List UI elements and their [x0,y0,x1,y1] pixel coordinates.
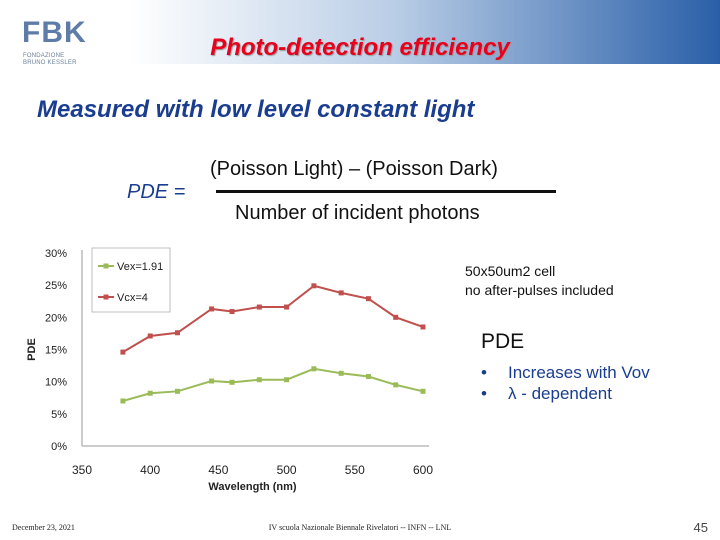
header-banner [0,0,720,64]
x-tick-label: 400 [140,463,160,477]
note-line-1: 50x50um2 cell [465,263,556,279]
footer-event: IV scuola Nazionale Biennale Rivelatori … [268,523,452,532]
data-point [229,309,235,315]
pde-chart: 0% 5% 10% 15% 20% 25% 30% 350 400 450 500 550 600 Wav… [26,247,433,493]
slide-subtitle: Measured with low level constant light [37,96,475,123]
y-tick-label: 10% [45,377,67,389]
formula-denominator: Number of incident photons [235,202,480,224]
data-point [174,388,180,394]
pde-heading: PDE [481,330,525,353]
legend-marker [103,294,109,300]
data-point [311,366,317,372]
pde-bullet-list: Increases with Vov λ - dependent [481,362,650,404]
data-point [120,398,126,404]
logo-line-1: FONDAZIONE [23,53,65,59]
y-axis-title: PDE [26,338,38,361]
y-tick-label: 0% [51,441,67,453]
data-point [256,304,262,310]
legend-marker [103,263,109,269]
x-tick-label: 600 [413,463,433,477]
x-axis-title: Wavelength (nm) [208,481,297,493]
data-point [365,374,371,380]
data-point [393,382,399,388]
y-tick-label: 25% [45,280,67,292]
bullet-item: λ - dependent [481,383,650,404]
x-tick-label: 500 [277,463,297,477]
data-point [256,377,262,383]
data-point [393,314,399,320]
logo-line-2: BRUNO KESSLER [23,60,77,66]
y-tick-label: 5% [51,409,67,421]
formula-numerator: (Poisson Light) – (Poisson Dark) [210,158,498,180]
y-tick-label: 20% [45,312,67,324]
fraction-bar [216,190,556,193]
x-tick-label: 550 [345,463,365,477]
data-point [338,370,344,376]
data-point [209,378,215,384]
formula-lhs: PDE = [127,181,186,203]
measurement-note: 50x50um2 cell no after-pulses included [465,262,614,300]
bullet-item: Increases with Vov [481,362,650,383]
data-point [147,333,153,339]
slide-title: Photo-detection efficiency [210,34,510,61]
data-point [420,388,426,394]
data-point [284,377,290,383]
x-tick-label: 350 [72,463,92,477]
y-tick-label: 15% [45,345,67,357]
logo-letters: FBK [22,16,87,49]
fbk-logo: FBK FONDAZIONE BRUNO KESSLER [22,18,92,70]
data-point [209,306,215,312]
x-tick-label: 450 [208,463,228,477]
data-point [420,324,426,330]
data-point [284,304,290,310]
series-line [122,284,424,353]
data-point [229,379,235,385]
data-point [311,283,317,289]
data-point [147,390,153,396]
footer-date: December 23, 2021 [12,523,75,532]
data-point [174,330,180,336]
data-point [365,296,371,302]
data-point [338,290,344,296]
legend-box [91,247,171,313]
page-number: 45 [693,520,708,535]
series-line [122,367,424,402]
legend-label: Vex=1.91 [117,261,163,273]
data-point [120,349,126,355]
legend-label: Vcx=4 [117,292,148,304]
note-line-2: no after-pulses included [465,282,614,298]
y-tick-label: 30% [45,248,67,260]
